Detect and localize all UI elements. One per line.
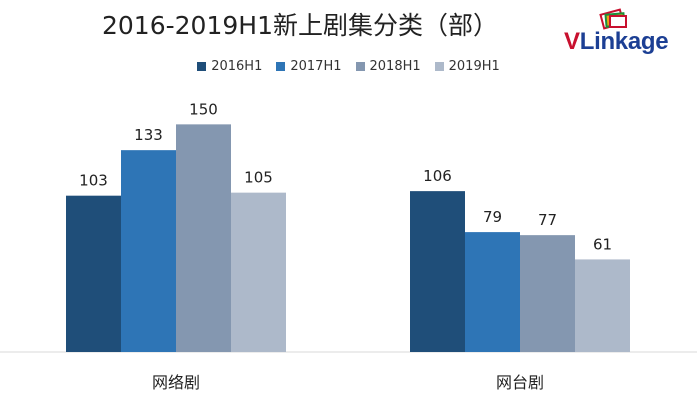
logo-mark-icon (599, 8, 627, 30)
data-label: 105 (244, 169, 273, 187)
bar-2017H1-网络剧 (121, 150, 176, 352)
data-label: 77 (538, 211, 557, 229)
legend-item: 2019H1 (434, 59, 500, 74)
legend-item: 2017H1 (276, 59, 342, 74)
chart-title: 2016-2019H1新上剧集分类（部） (102, 11, 498, 40)
legend-swatch (197, 62, 207, 71)
data-label: 61 (593, 235, 612, 253)
legend-label: 2017H1 (290, 59, 342, 74)
category-label: 网络剧 (152, 373, 200, 392)
legend-label: 2018H1 (369, 59, 421, 74)
legend-swatch (355, 62, 365, 71)
bar-2018H1-网台剧 (520, 235, 575, 352)
logo-text: VLinkage (564, 28, 669, 55)
bar-2019H1-网台剧 (575, 259, 630, 352)
legend: 2016H1 2017H1 2018H1 2019H1 (0, 59, 697, 74)
bar-2017H1-网台剧 (465, 232, 520, 352)
data-label: 103 (79, 172, 108, 190)
category-label: 网台剧 (496, 373, 544, 392)
data-label: 106 (423, 167, 452, 185)
bar-2016H1-网台剧 (410, 191, 465, 352)
legend-item: 2018H1 (355, 59, 421, 74)
bar-2019H1-网络剧 (231, 192, 286, 352)
bar-2016H1-网络剧 (66, 195, 121, 352)
data-label: 79 (483, 208, 502, 226)
legend-swatch (434, 62, 444, 71)
legend-swatch (276, 62, 286, 71)
legend-label: 2016H1 (211, 59, 263, 74)
bar-2018H1-网络剧 (176, 124, 231, 353)
data-label: 150 (189, 100, 218, 118)
vlinkage-logo: VLinkage (564, 8, 692, 55)
legend-label: 2019H1 (448, 59, 500, 74)
data-label: 133 (134, 126, 163, 144)
legend-item: 2016H1 (197, 59, 262, 74)
